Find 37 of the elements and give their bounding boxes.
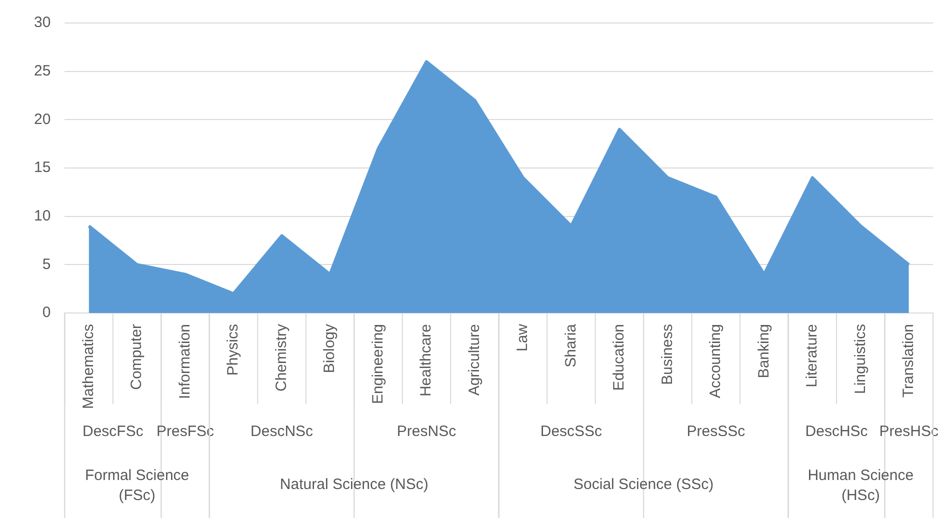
x-tick-label: Linguistics <box>852 324 869 394</box>
x-tick-label: Accounting <box>707 324 724 398</box>
text: DescSSc <box>540 423 603 440</box>
x-tick-label: Literature <box>804 324 821 388</box>
x-tick-label: Healthcare <box>418 324 435 397</box>
x-tick-label: Banking <box>755 324 772 378</box>
x-tick-label: Mathematics <box>80 324 97 410</box>
text: Formal Science (FSc) <box>84 467 190 504</box>
text: Human Science (HSc) <box>808 467 914 504</box>
y-tick-label: 10 <box>34 207 51 224</box>
text: DescFSc <box>82 423 144 440</box>
x-tick-label: Law <box>514 324 532 352</box>
text: PresFSc <box>156 423 215 440</box>
x-tick-label: Translation <box>900 324 918 398</box>
text: PresSSc <box>686 423 746 440</box>
text: PresHSc <box>879 423 939 440</box>
y-tick-label: 15 <box>34 159 51 176</box>
y-tick-label: 5 <box>42 256 51 273</box>
x-tick-label: Engineering <box>369 324 386 404</box>
text: DescHSc <box>805 423 868 440</box>
text: Social Science (SSc) <box>574 476 714 494</box>
text: PresNSc <box>396 423 457 440</box>
x-tick-label: Agriculture <box>466 324 483 396</box>
y-tick-label: 20 <box>34 110 51 128</box>
x-tick-label: Information <box>176 324 194 400</box>
x-tick-label: Business <box>658 324 676 385</box>
x-tick-label: Chemistry <box>272 323 290 392</box>
x-tick-label: Physics <box>224 324 242 376</box>
y-tick-label: 30 <box>34 14 51 32</box>
y-tick-label: 25 <box>34 62 51 80</box>
x-tick-label: Sharia <box>562 323 580 368</box>
x-tick-label: Biology <box>321 323 338 374</box>
text: Natural Science (NSc) <box>280 476 428 494</box>
x-tick-label: Computer <box>128 324 146 390</box>
y-tick-label: 0 <box>42 304 51 322</box>
x-tick-label: Education <box>610 324 628 391</box>
text: DescNSc <box>250 423 314 440</box>
